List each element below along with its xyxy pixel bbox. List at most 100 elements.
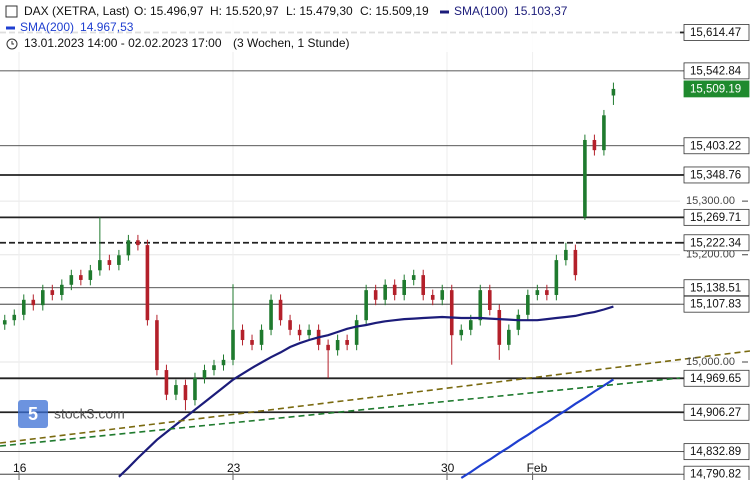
candle-body [573, 249, 578, 276]
x-tick-label: 16 [13, 461, 27, 475]
candle-body [164, 370, 169, 395]
candle-body [373, 290, 378, 300]
clock-hands [11, 41, 14, 45]
candle-body [212, 365, 216, 371]
candle-body [12, 314, 17, 321]
candle-body [516, 314, 521, 330]
candle-body [383, 284, 387, 300]
candle-body [288, 320, 292, 330]
sma-line [460, 378, 615, 479]
range-text: 13.01.2023 14:00 - 02.02.2023 17:00 [24, 36, 222, 50]
legend-value: 15.103,37 [514, 4, 568, 18]
candle-body [231, 329, 235, 360]
level-label-box [683, 208, 750, 226]
candle-body [487, 290, 492, 310]
candle-body [240, 329, 245, 341]
candle-body [564, 249, 568, 261]
candle-body [31, 299, 36, 306]
candle-body [79, 275, 83, 280]
ohlc-label: O: 15.496,97 [134, 4, 204, 18]
clock-icon [6, 38, 18, 50]
level-label-box [683, 295, 750, 313]
level-label: 15,403.22 [690, 140, 741, 152]
level-label: 15,348.76 [690, 169, 741, 181]
level-label-box [683, 234, 750, 252]
candle-body [583, 139, 587, 218]
candle-body [221, 359, 226, 366]
level-label-box [683, 137, 750, 155]
level-label: 14,969.65 [690, 373, 741, 385]
level-label: 14,832.89 [690, 446, 741, 458]
watermark-logo-glyph: 5 [28, 404, 38, 424]
candle-body [449, 290, 454, 336]
candle-body [364, 290, 368, 321]
candle-body [21, 299, 26, 315]
candle-body [354, 320, 359, 345]
candle-body [69, 275, 74, 285]
candle-body [40, 290, 45, 306]
candle-body [478, 290, 483, 321]
x-tick-label: Feb [527, 461, 548, 475]
candle-body [326, 344, 330, 351]
candle-body [545, 290, 549, 295]
candle-body [107, 260, 112, 265]
legend-label: SMA(100) [454, 4, 508, 18]
level-label: 15,509.19 [690, 83, 741, 95]
candle-body [269, 299, 273, 330]
y-tick-label: 15,200.00 [686, 249, 735, 261]
watermark: stock3.com [54, 406, 125, 422]
price-axis: 15,300.00 15,200.00 15,000.00 15,614.47 15,5… [680, 24, 750, 480]
candle-body [554, 260, 559, 295]
level-label: 15,269.71 [690, 212, 741, 224]
candle-body [250, 340, 254, 345]
candle-body [2, 320, 7, 325]
level-label: 14,906.27 [690, 407, 741, 419]
candle-body [535, 290, 540, 295]
candle-body [592, 139, 597, 151]
level-label: 15,138.51 [690, 282, 741, 294]
instrument-title: DAX (XETRA, Last) [24, 4, 129, 18]
watermark-logo [18, 400, 48, 428]
candle-body [278, 299, 283, 321]
trend-line [0, 377, 681, 447]
candle-body [297, 329, 302, 336]
ohlc-label: C: 15.509,19 [360, 4, 429, 18]
candle-body [259, 329, 264, 345]
y-tick-label: 15,000.00 [686, 356, 735, 368]
candle-body [611, 88, 616, 96]
level-label-box [683, 403, 750, 421]
level-label-box [683, 24, 750, 41]
legend-value: 14.967,53 [80, 20, 134, 34]
y-tick-label: 15,300.00 [686, 195, 735, 207]
candle-body [526, 294, 530, 315]
candle-body [174, 385, 178, 395]
level-label: 14,790.82 [690, 469, 741, 480]
candle-body [402, 279, 406, 295]
candle-body [145, 245, 150, 321]
level-label-box [683, 279, 750, 297]
header-bg [0, 0, 680, 52]
candle-body [430, 294, 435, 300]
candle-body [50, 290, 55, 295]
candle-body [193, 378, 197, 401]
candle-body [440, 290, 445, 300]
trend-line [0, 350, 750, 444]
legend-label: SMA(200) [20, 20, 74, 34]
ohlc-label: L: 15.479,30 [286, 4, 353, 18]
candle-body [183, 385, 188, 401]
x-tick-label: 23 [227, 461, 241, 475]
candle-body [497, 309, 502, 345]
candle-body [117, 255, 121, 265]
icon [5, 5, 18, 18]
level-label: 15,107.83 [690, 299, 741, 311]
candle-body [421, 275, 426, 295]
candle-body [507, 329, 511, 345]
candle-body [88, 270, 93, 280]
level-label-box [683, 465, 750, 480]
candle-body [411, 275, 416, 280]
ohlc-label: H: 15.520,97 [210, 4, 279, 18]
candle-body [602, 115, 606, 151]
level-label: 15,614.47 [690, 27, 741, 39]
